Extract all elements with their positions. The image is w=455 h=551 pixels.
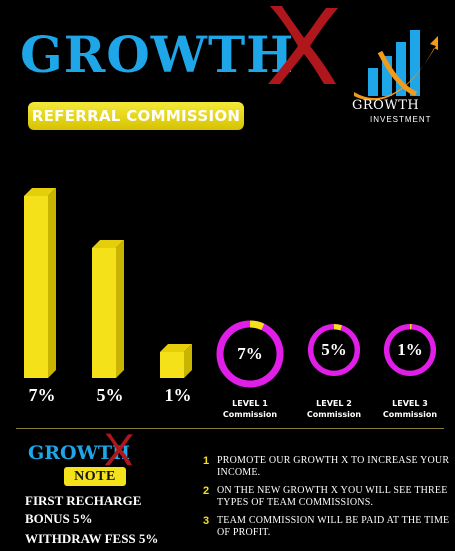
list-item: 2 ON THE NEW GROWTH X YOU WILL SEE THREE… — [203, 485, 451, 509]
withdraw-fee-text: WITHDRAW FESS 5% — [25, 531, 159, 546]
level-2-ring: 5% — [306, 322, 362, 378]
first-recharge-text: FIRST RECHARGE — [25, 493, 142, 508]
level-2-name: LEVEL 2 — [316, 399, 352, 408]
level-1-ring-gauge — [216, 320, 284, 388]
logo-wordmark: GROWTH — [352, 98, 420, 113]
growth-x-logo-icon — [354, 30, 438, 101]
level-3-ring: 1% — [382, 322, 438, 378]
level-1-sub: Commission — [222, 410, 278, 419]
points-list: 1 PROMOTE OUR GROWTH X TO INCREASE YOUR … — [203, 455, 451, 545]
referral-commission-badge: REFERRAL COMMISSION — [28, 102, 244, 130]
ring-progress — [383, 323, 437, 377]
level-1-label: LEVEL 1 Commission — [210, 398, 290, 420]
point-number: 2 — [203, 485, 210, 497]
note-tag: NOTE — [64, 467, 126, 486]
point-text: ON THE NEW GROWTH X YOU WILL SEE THREE T… — [217, 485, 448, 508]
logo-subtitle: INVESTMENT — [370, 115, 432, 124]
level-2-ring-gauge — [307, 323, 361, 377]
level-1-name: LEVEL 1 — [232, 399, 268, 408]
level-3-label: LEVEL 3 Commission — [370, 398, 450, 420]
bar — [160, 352, 184, 378]
bar-top — [160, 344, 192, 352]
level-1-value: 7% — [237, 344, 263, 363]
bonus-text: BONUS 5% — [25, 511, 93, 526]
bar-top — [92, 240, 124, 248]
point-number: 1 — [203, 455, 210, 467]
level-3-value: 1% — [397, 340, 423, 359]
point-text: TEAM COMMISSION WILL BE PAID AT THE TIME… — [217, 515, 450, 538]
small-x-mark-icon — [104, 433, 133, 466]
list-item: 1 PROMOTE OUR GROWTH X TO INCREASE YOUR … — [203, 455, 451, 479]
bar-value-label: 5% — [96, 385, 124, 405]
bar-top — [24, 188, 56, 196]
point-number: 3 — [203, 515, 210, 527]
level-3-ring-gauge — [383, 323, 437, 377]
bar-side — [184, 344, 192, 378]
ring-progress — [307, 323, 361, 377]
bar — [92, 248, 116, 378]
level-2-value: 5% — [321, 340, 347, 359]
ring-progress — [216, 320, 284, 388]
level-2-label: LEVEL 2 Commission — [294, 398, 374, 420]
section-divider — [16, 428, 444, 429]
bar-side — [48, 188, 56, 378]
list-item: 3 TEAM COMMISSION WILL BE PAID AT THE TI… — [203, 515, 451, 539]
point-text: PROMOTE OUR GROWTH X TO INCREASE YOUR IN… — [217, 455, 450, 478]
bar-value-label: 1% — [164, 385, 192, 405]
commission-bar-chart — [24, 188, 192, 378]
level-3-name: LEVEL 3 — [392, 399, 428, 408]
bar-value-label: 7% — [28, 385, 56, 405]
level-2-sub: Commission — [306, 410, 362, 419]
note-brand: GROWTH — [28, 442, 130, 464]
page-title: GROWTH — [20, 25, 295, 84]
bar-side — [116, 240, 124, 378]
x-mark-icon — [268, 6, 338, 84]
level-1-ring: 7% — [214, 318, 286, 390]
bar — [24, 196, 48, 378]
level-3-sub: Commission — [382, 410, 438, 419]
